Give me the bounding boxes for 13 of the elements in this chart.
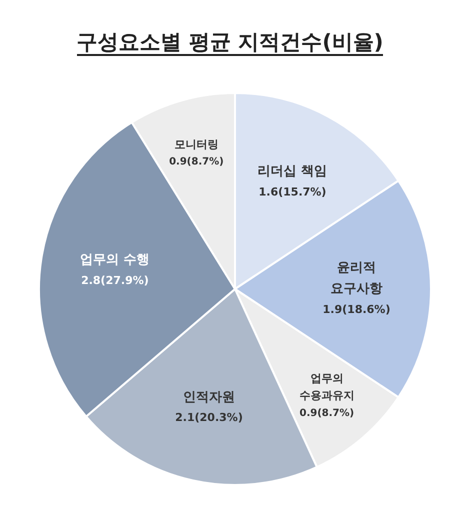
data-label: 2.8(27.9%) bbox=[81, 274, 149, 287]
slice-label: 업무의 수용과유지 bbox=[299, 372, 354, 402]
data-label: 1.6(15.7%) bbox=[258, 185, 326, 198]
slice-label: 인적자원 bbox=[183, 390, 236, 405]
data-label: 2.1(20.3%) bbox=[175, 411, 243, 424]
slice-label: 윤리적 요구사항 bbox=[330, 260, 383, 297]
slice-label: 업무의 수행 bbox=[80, 252, 150, 268]
data-label: 1.9(18.6%) bbox=[322, 303, 390, 316]
data-label: 0.9(8.7%) bbox=[300, 408, 354, 419]
slice-label: 모니터링 bbox=[174, 138, 218, 151]
slice-label: 리더십 책임 bbox=[258, 164, 328, 179]
data-label: 0.9(8.7%) bbox=[169, 156, 224, 168]
chart-title: 구성요소별 평균 지적건수(비율) bbox=[76, 30, 384, 56]
